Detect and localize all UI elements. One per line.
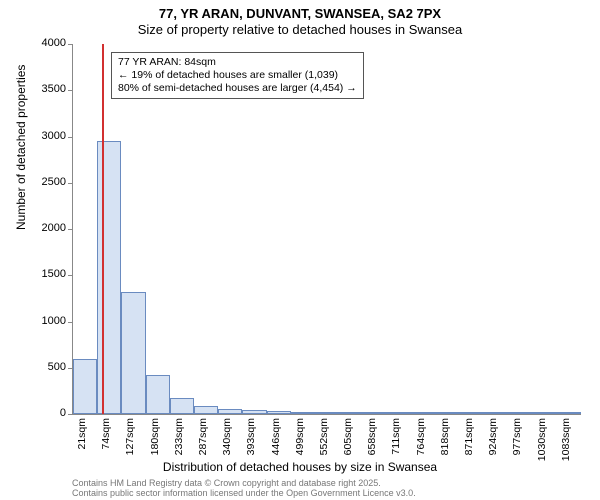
y-tick-label: 3500: [0, 83, 66, 95]
x-tick-label: 446sqm: [270, 418, 282, 464]
histogram-bar: [146, 375, 170, 414]
attribution-line-2: Contains public sector information licen…: [72, 488, 416, 498]
y-tick-label: 2500: [0, 176, 66, 188]
chart-container: 77, YR ARAN, DUNVANT, SWANSEA, SA2 7PX S…: [0, 0, 600, 500]
x-tick-label: 924sqm: [487, 418, 499, 464]
y-tick-mark: [68, 183, 72, 184]
attribution-line-1: Contains HM Land Registry data © Crown c…: [72, 478, 416, 488]
x-tick-label: 1083sqm: [560, 418, 572, 464]
y-tick-mark: [68, 90, 72, 91]
histogram-bar: [484, 412, 508, 414]
histogram-bar: [170, 398, 194, 414]
histogram-bar: [315, 412, 339, 414]
histogram-bar: [242, 410, 266, 414]
y-tick-label: 1000: [0, 315, 66, 327]
x-tick-label: 21sqm: [76, 418, 88, 464]
annotation-line-1: 77 YR ARAN: 84sqm: [118, 56, 357, 69]
attribution: Contains HM Land Registry data © Crown c…: [72, 478, 416, 499]
x-tick-label: 287sqm: [197, 418, 209, 464]
annotation-box: 77 YR ARAN: 84sqm ← 19% of detached hous…: [111, 52, 364, 99]
x-tick-label: 818sqm: [439, 418, 451, 464]
x-tick-label: 552sqm: [318, 418, 330, 464]
annotation-line-3: 80% of semi-detached houses are larger (…: [118, 82, 357, 95]
x-tick-label: 977sqm: [511, 418, 523, 464]
y-tick-label: 0: [0, 407, 66, 419]
histogram-bar: [508, 412, 532, 414]
x-tick-label: 340sqm: [221, 418, 233, 464]
y-tick-mark: [68, 414, 72, 415]
histogram-bar: [73, 359, 97, 414]
histogram-bar: [267, 411, 291, 414]
y-tick-mark: [68, 229, 72, 230]
x-tick-label: 180sqm: [149, 418, 161, 464]
histogram-bar: [121, 292, 145, 414]
histogram-bar: [557, 412, 581, 414]
x-tick-label: 127sqm: [124, 418, 136, 464]
histogram-bar: [339, 412, 363, 414]
y-tick-label: 1500: [0, 268, 66, 280]
x-tick-label: 74sqm: [100, 418, 112, 464]
title-line-1: 77, YR ARAN, DUNVANT, SWANSEA, SA2 7PX: [0, 6, 600, 21]
histogram-bar: [291, 412, 315, 414]
y-tick-label: 500: [0, 361, 66, 373]
histogram-bar: [436, 412, 460, 414]
y-tick-mark: [68, 275, 72, 276]
x-tick-label: 499sqm: [294, 418, 306, 464]
y-tick-mark: [68, 322, 72, 323]
histogram-bar: [194, 406, 218, 414]
plot-area: 77 YR ARAN: 84sqm ← 19% of detached hous…: [72, 44, 581, 415]
y-tick-mark: [68, 44, 72, 45]
histogram-bar: [218, 409, 242, 414]
x-tick-label: 393sqm: [245, 418, 257, 464]
histogram-bar: [387, 412, 411, 414]
x-tick-label: 711sqm: [390, 418, 402, 464]
histogram-bar: [460, 412, 484, 414]
histogram-bar: [363, 412, 387, 414]
x-tick-label: 764sqm: [415, 418, 427, 464]
x-tick-label: 233sqm: [173, 418, 185, 464]
histogram-bar: [412, 412, 436, 414]
x-tick-label: 605sqm: [342, 418, 354, 464]
title-line-2: Size of property relative to detached ho…: [0, 22, 600, 37]
x-tick-label: 871sqm: [463, 418, 475, 464]
property-marker-line: [102, 44, 104, 414]
y-tick-label: 4000: [0, 37, 66, 49]
x-tick-label: 1030sqm: [536, 418, 548, 464]
y-tick-mark: [68, 137, 72, 138]
x-tick-label: 658sqm: [366, 418, 378, 464]
histogram-bar: [533, 412, 557, 414]
y-tick-mark: [68, 368, 72, 369]
y-tick-label: 2000: [0, 222, 66, 234]
y-tick-label: 3000: [0, 130, 66, 142]
annotation-line-2: ← 19% of detached houses are smaller (1,…: [118, 69, 357, 82]
